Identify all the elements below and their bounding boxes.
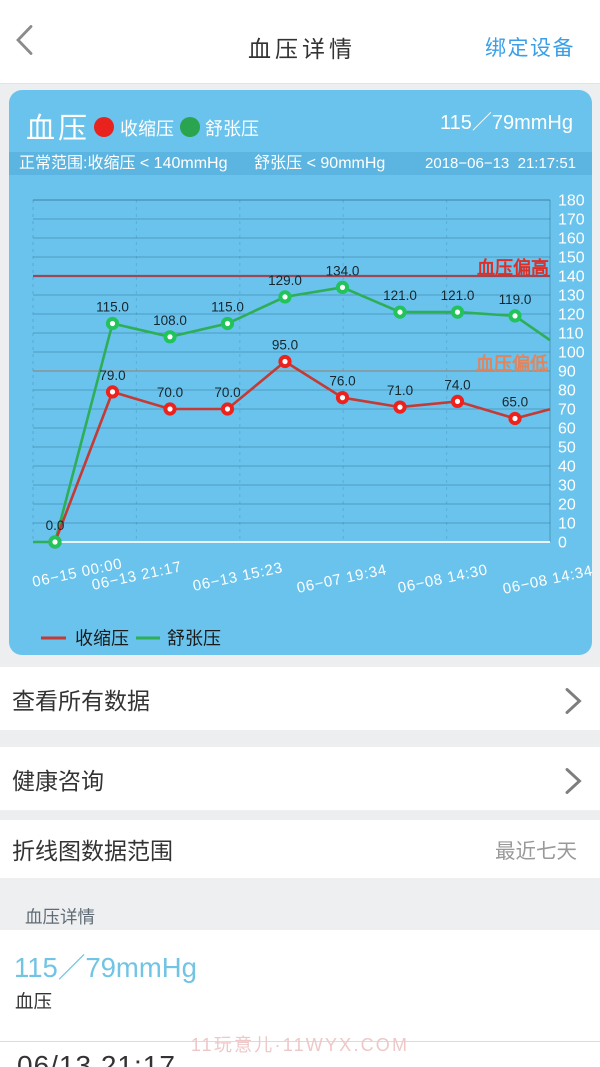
- svg-text:06−07 19:34: 06−07 19:34: [295, 561, 388, 597]
- svg-text:119.0: 119.0: [499, 292, 532, 307]
- svg-text:90: 90: [558, 364, 576, 381]
- svg-text:115.0: 115.0: [211, 300, 244, 315]
- svg-text:血压偏高: 血压偏高: [477, 257, 549, 278]
- svg-text:76.0: 76.0: [329, 374, 355, 389]
- svg-text:95.0: 95.0: [272, 338, 298, 353]
- svg-text:100: 100: [558, 345, 585, 362]
- svg-text:06−13 15:23: 06−13 15:23: [191, 559, 284, 595]
- svg-text:血压偏低: 血压偏低: [476, 353, 548, 374]
- svg-text:160: 160: [558, 231, 585, 248]
- svg-text:收缩压: 收缩压: [75, 629, 129, 649]
- svg-text:10: 10: [558, 516, 576, 533]
- svg-text:65.0: 65.0: [502, 395, 528, 410]
- svg-text:140: 140: [558, 269, 585, 286]
- svg-text:20: 20: [558, 497, 576, 514]
- svg-text:70: 70: [558, 402, 576, 419]
- svg-text:70.0: 70.0: [214, 385, 240, 400]
- svg-text:170: 170: [558, 212, 585, 229]
- svg-text:134.0: 134.0: [326, 263, 360, 278]
- svg-text:120: 120: [558, 307, 585, 324]
- svg-text:110: 110: [558, 326, 584, 343]
- svg-text:06−08 14:30: 06−08 14:30: [396, 561, 489, 597]
- svg-text:06−08 14:34: 06−08 14:34: [501, 562, 592, 598]
- svg-text:71.0: 71.0: [387, 383, 413, 398]
- svg-text:60: 60: [558, 421, 576, 438]
- svg-text:80: 80: [558, 383, 576, 400]
- svg-text:180: 180: [558, 193, 585, 210]
- svg-text:50: 50: [558, 440, 576, 457]
- svg-text:130: 130: [558, 288, 585, 305]
- svg-text:74.0: 74.0: [444, 377, 470, 392]
- svg-text:79.0: 79.0: [99, 368, 125, 383]
- svg-text:0.0: 0.0: [46, 518, 65, 533]
- svg-text:70.0: 70.0: [157, 385, 183, 400]
- svg-text:0: 0: [558, 535, 567, 552]
- svg-text:150: 150: [558, 250, 585, 267]
- svg-text:40: 40: [558, 459, 576, 476]
- svg-text:121.0: 121.0: [441, 288, 475, 303]
- svg-text:121.0: 121.0: [383, 288, 417, 303]
- svg-text:舒张压: 舒张压: [167, 629, 221, 649]
- svg-text:115.0: 115.0: [96, 300, 129, 315]
- svg-text:129.0: 129.0: [268, 273, 302, 288]
- svg-text:108.0: 108.0: [153, 313, 187, 328]
- svg-text:30: 30: [558, 478, 576, 495]
